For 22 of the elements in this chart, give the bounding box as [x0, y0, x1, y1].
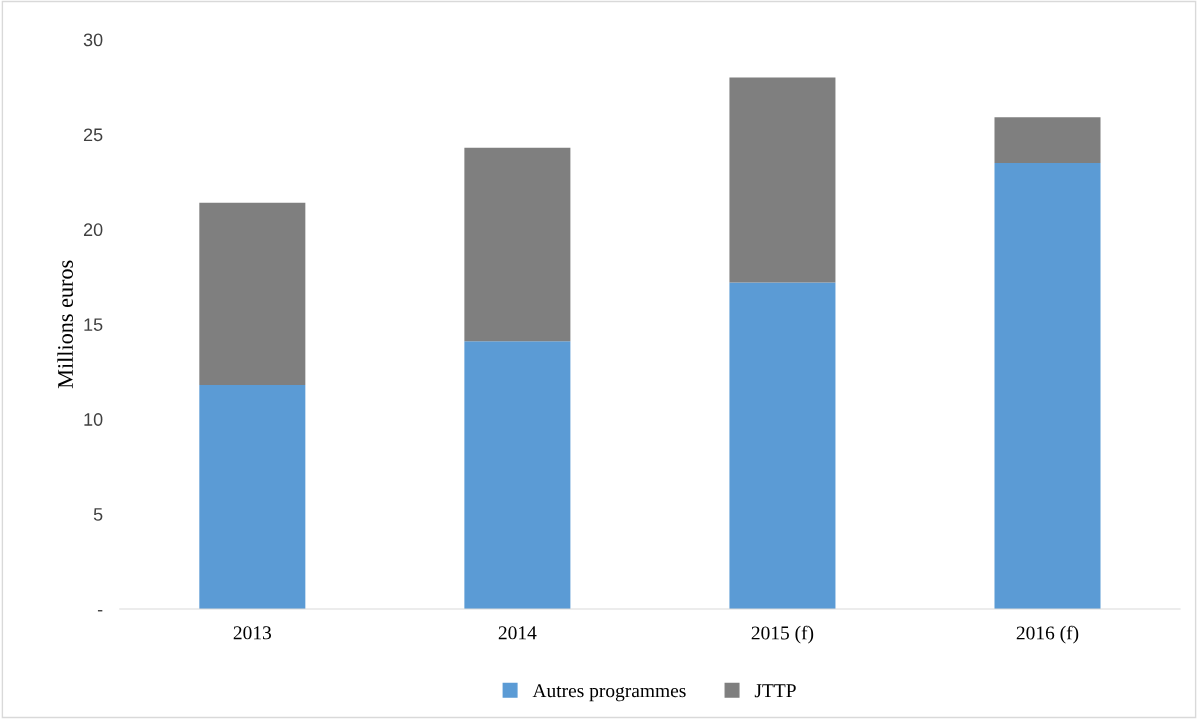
- bar: [464, 147, 571, 342]
- x-tick-label: 2014: [498, 626, 537, 640]
- y-tick-label: 25: [83, 128, 103, 142]
- x-tick-label: 2013: [233, 626, 272, 640]
- y-tick-label: 10: [84, 413, 103, 426]
- bar: [464, 341, 571, 609]
- bar: [994, 117, 1101, 163]
- bar: [729, 282, 836, 609]
- bar: [994, 162, 1101, 609]
- x-tick-label: 2015 (f): [751, 625, 814, 644]
- bar: [199, 385, 306, 609]
- bar: [729, 77, 836, 283]
- x-tick-label: 2016 (f): [1016, 625, 1079, 644]
- y-tick-label: 15: [84, 318, 103, 331]
- bar: [199, 202, 306, 386]
- y-axis-title: Millions euros: [57, 260, 73, 389]
- legend-label: Autres programmes: [532, 684, 686, 702]
- y-tick-label: 5: [93, 508, 103, 521]
- y-tick-label: 20: [83, 223, 103, 237]
- legend-label: JTTP: [754, 684, 796, 698]
- y-tick-label: -: [97, 610, 103, 612]
- y-tick-label: 30: [83, 33, 103, 47]
